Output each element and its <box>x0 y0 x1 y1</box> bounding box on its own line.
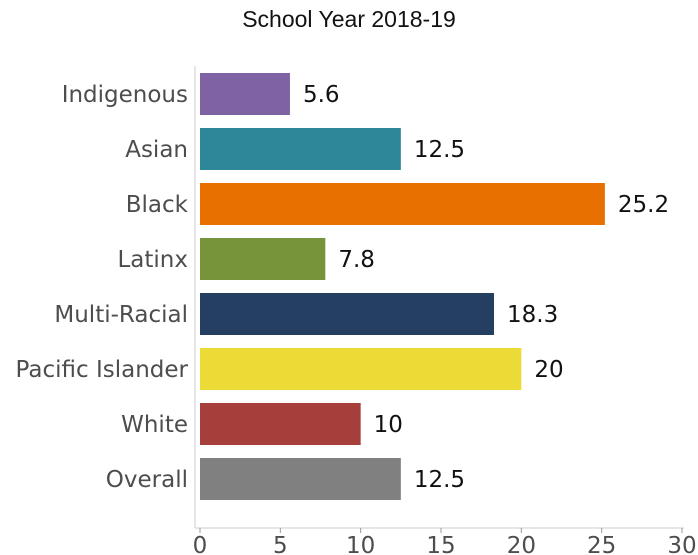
chart-subtitle: School Year 2018-19 <box>0 6 698 33</box>
category-label-overall: Overall <box>106 467 188 493</box>
value-label-asian: 12.5 <box>414 137 465 163</box>
x-tick-label-20: 20 <box>507 533 536 555</box>
category-label-asian: Asian <box>125 137 188 163</box>
x-tick-label-15: 15 <box>426 533 455 555</box>
value-label-multi-racial: 18.3 <box>507 302 558 328</box>
bar-pacific-islander <box>200 348 522 390</box>
bar-latinx <box>200 238 326 280</box>
chart-x-ticks: 0 5 10 15 20 25 30 <box>193 528 697 555</box>
x-tick-label-30: 30 <box>667 533 696 555</box>
category-label-black: Black <box>126 192 189 218</box>
chart-axes <box>194 66 684 529</box>
category-label-white: White <box>121 412 188 438</box>
x-tick-label-10: 10 <box>346 533 375 555</box>
bar-indigenous <box>200 73 290 115</box>
x-tick-label-5: 5 <box>273 533 288 555</box>
chart-value-labels: 5.6 12.5 25.2 7.8 18.3 20 10 12.5 <box>303 82 669 493</box>
value-label-overall: 12.5 <box>414 467 465 493</box>
category-label-latinx: Latinx <box>117 247 188 273</box>
bar-asian <box>200 128 401 170</box>
category-label-multi-racial: Multi-Racial <box>54 302 188 328</box>
value-label-pacific-islander: 20 <box>534 357 563 383</box>
bar-black <box>200 183 605 225</box>
chart-bars <box>200 73 605 500</box>
value-label-latinx: 7.8 <box>338 247 375 273</box>
value-label-black: 25.2 <box>618 192 669 218</box>
category-label-pacific-islander: Pacific Islander <box>16 357 189 383</box>
chart-subtitle-text: School Year 2018-19 <box>242 6 456 32</box>
chart-category-labels: Indigenous Asian Black Latinx Multi-Racial Pa… <box>16 82 189 493</box>
value-label-indigenous: 5.6 <box>303 82 340 108</box>
x-tick-label-25: 25 <box>587 533 616 555</box>
bar-overall <box>200 458 401 500</box>
value-label-white: 10 <box>374 412 403 438</box>
x-tick-label-0: 0 <box>193 533 208 555</box>
bar-white <box>200 403 361 445</box>
bar-multi-racial <box>200 293 495 335</box>
category-label-indigenous: Indigenous <box>62 82 188 108</box>
